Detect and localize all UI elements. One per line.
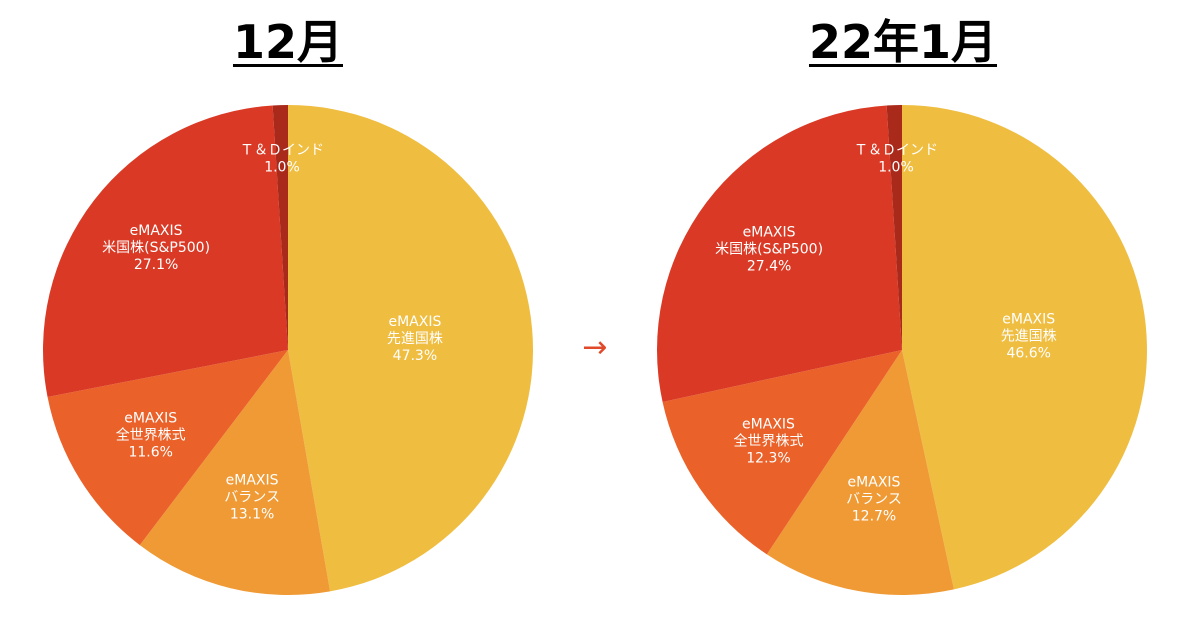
- pie-slice: [42, 105, 289, 398]
- slice-category-label: バランス: [224, 490, 280, 506]
- slice-value-label: 27.4%: [747, 259, 791, 275]
- slice-category-label: eMAXIS: [743, 225, 796, 241]
- slice-value-label: 12.7%: [852, 508, 896, 524]
- slice-value-label: 11.6%: [128, 445, 172, 461]
- slice-category-label: 先進国株: [387, 331, 443, 347]
- pie-slice: [272, 105, 288, 350]
- slice-value-label: 46.6%: [1006, 345, 1050, 361]
- pie-slice: [139, 350, 331, 595]
- slice-category-label: eMAXIS: [130, 223, 183, 239]
- slice-category-label: eMAXIS: [388, 314, 441, 330]
- pie-slice: [902, 105, 1147, 590]
- slice-category-label: 全世界株式: [734, 432, 804, 449]
- pie-slice: [657, 105, 902, 402]
- slice-category-label: Ｔ＆Ｄインド: [854, 143, 938, 159]
- slice-value-label: 1.0%: [264, 160, 300, 176]
- slice-value-label: 27.1%: [134, 257, 178, 273]
- pie-chart-january: eMAXIS先進国株46.6%eMAXISバランス12.7%eMAXIS全世界株…: [657, 104, 1147, 595]
- slice-category-label: 全世界株式: [116, 427, 186, 444]
- right-arrow-icon: →: [582, 330, 608, 365]
- slice-category-label: eMAXIS: [226, 473, 279, 489]
- pie-slice: [886, 104, 902, 350]
- slice-category-label: 米国株(S&P500): [715, 242, 823, 258]
- slice-value-label: 13.1%: [230, 507, 274, 523]
- slice-category-label: 米国株(S&P500): [102, 240, 210, 256]
- slice-category-label: eMAXIS: [1002, 311, 1055, 327]
- slice-category-label: 先進国株: [1001, 328, 1057, 344]
- slice-category-label: eMAXIS: [742, 416, 795, 432]
- slice-value-label: 12.3%: [746, 450, 790, 466]
- slice-category-label: eMAXIS: [124, 411, 177, 427]
- chart-title-december: 12月: [232, 15, 343, 69]
- pie-chart-december: eMAXIS先進国株47.3%eMAXISバランス13.1%eMAXIS全世界株…: [42, 105, 534, 595]
- pie-slice: [47, 350, 288, 546]
- slice-value-label: 47.3%: [393, 348, 437, 364]
- pie-slice: [662, 350, 902, 555]
- slice-category-label: eMAXIS: [848, 474, 901, 490]
- slice-category-label: バランス: [846, 491, 902, 507]
- pie-slice: [288, 105, 534, 592]
- slice-value-label: 1.0%: [878, 160, 914, 176]
- chart-title-january: 22年1月: [808, 15, 998, 69]
- slice-category-label: Ｔ＆Ｄインド: [240, 143, 324, 159]
- pie-slice: [766, 350, 954, 595]
